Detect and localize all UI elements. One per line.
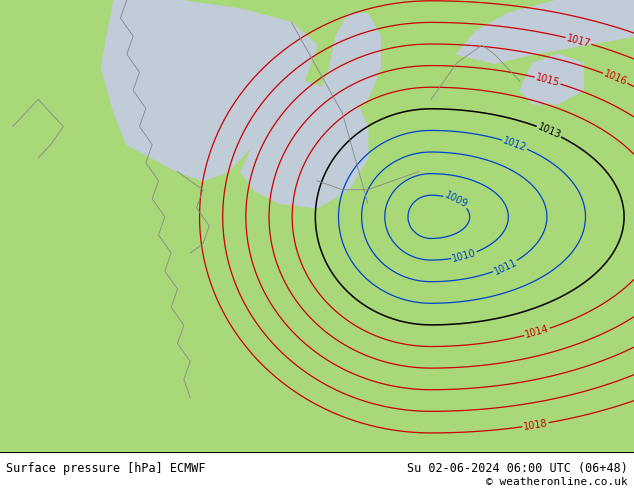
Polygon shape <box>520 54 583 104</box>
Text: 1010: 1010 <box>451 248 477 264</box>
Text: 1017: 1017 <box>566 33 592 49</box>
Polygon shape <box>317 14 380 108</box>
Text: 1009: 1009 <box>443 190 469 210</box>
Text: 1016: 1016 <box>602 69 628 87</box>
Text: 1014: 1014 <box>524 324 550 341</box>
Polygon shape <box>456 0 634 63</box>
Text: 1018: 1018 <box>522 418 548 432</box>
Text: 1013: 1013 <box>536 122 562 141</box>
Polygon shape <box>241 81 368 208</box>
Text: © weatheronline.co.uk: © weatheronline.co.uk <box>486 477 628 487</box>
Polygon shape <box>101 0 317 181</box>
Text: Su 02-06-2024 06:00 UTC (06+48): Su 02-06-2024 06:00 UTC (06+48) <box>407 463 628 475</box>
Text: 1015: 1015 <box>534 73 561 88</box>
Text: 1012: 1012 <box>501 135 528 153</box>
Text: Surface pressure [hPa] ECMWF: Surface pressure [hPa] ECMWF <box>6 463 206 475</box>
Text: 1011: 1011 <box>492 257 519 276</box>
